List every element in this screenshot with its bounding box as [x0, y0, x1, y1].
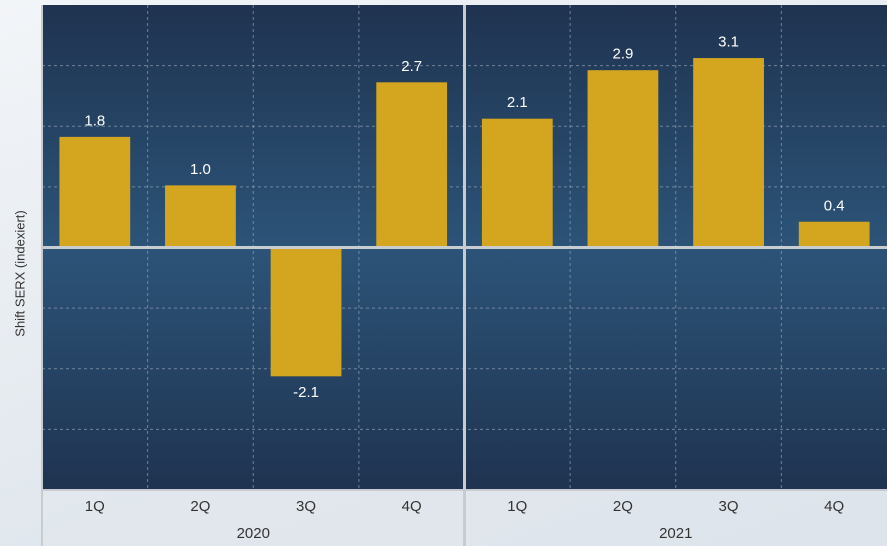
bar-2021-4Q — [798, 221, 870, 246]
value-label: 3.1 — [718, 34, 739, 51]
bar-2020-2Q — [165, 185, 236, 246]
value-label: 2.1 — [507, 94, 528, 111]
bar-2021-2Q — [587, 70, 659, 246]
x-tick-label: 2Q — [190, 498, 210, 515]
x-tick-label: 4Q — [402, 498, 422, 515]
bar-2021-3Q — [693, 58, 764, 246]
bar-2020-1Q — [59, 136, 131, 246]
y-axis-label: Shift SERX (indexiert) — [12, 209, 28, 337]
group-label: 2021 — [659, 525, 692, 542]
x-tick-label: 4Q — [824, 498, 844, 515]
value-label: 0.4 — [824, 197, 845, 214]
value-label: 1.0 — [190, 161, 211, 178]
value-label: 2.9 — [613, 46, 634, 63]
x-tick-label: 2Q — [613, 498, 633, 515]
bar-2020-4Q — [376, 82, 448, 246]
value-label: -2.1 — [293, 384, 319, 401]
bar-2020-3Q — [270, 249, 342, 377]
x-tick-label: 3Q — [719, 498, 739, 515]
x-tick-label: 1Q — [85, 498, 105, 515]
bar-2021-1Q — [481, 118, 553, 246]
y-axis-label-wrap: Shift SERX (indexiert) — [0, 0, 40, 546]
value-label: 1.8 — [84, 112, 105, 129]
value-label: 2.7 — [401, 58, 422, 75]
group-label: 2020 — [237, 525, 270, 542]
x-tick-label: 3Q — [296, 498, 316, 515]
x-tick-label: 1Q — [507, 498, 527, 515]
